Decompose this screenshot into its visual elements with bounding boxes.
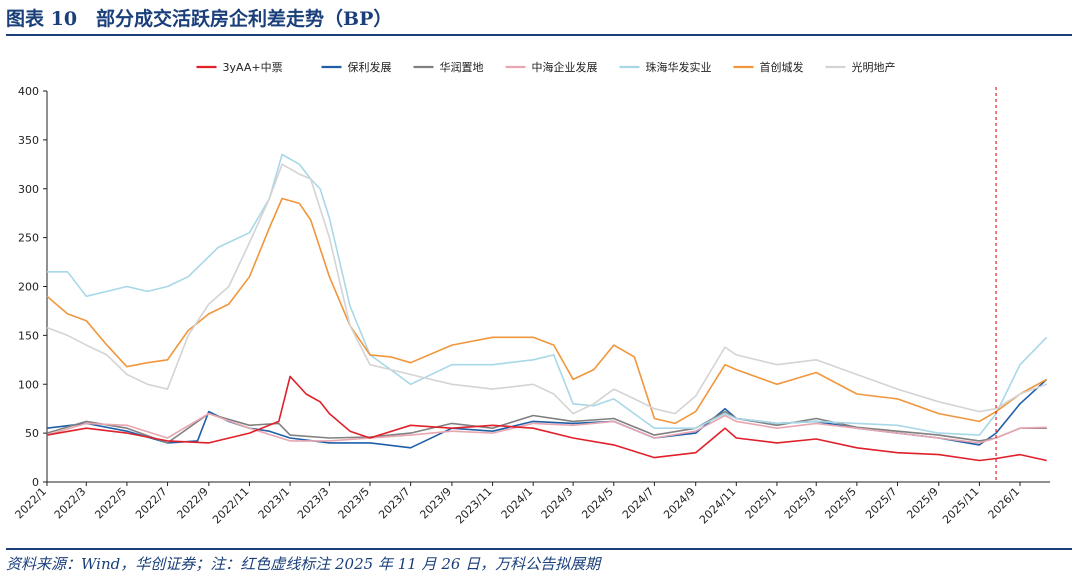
legend-label: 首创城发 <box>760 60 804 74</box>
x-tick-label: 2023/3 <box>295 485 332 522</box>
x-tick-label: 2022/5 <box>92 485 129 522</box>
legend-label: 保利发展 <box>348 60 392 74</box>
chart-legend: 3yAA+中票 保利发展 华润置地 中海企业发展 珠海华发实业 首创城发 光明地产 <box>196 60 896 74</box>
series-line-6 <box>46 197 1048 425</box>
x-tick-label: 2025/11 <box>940 485 982 527</box>
y-tick-label: 300 <box>18 183 39 196</box>
x-tick-label: 2023/9 <box>417 485 454 522</box>
series-line-1 <box>46 375 1047 462</box>
chart-series-lines <box>46 153 1048 462</box>
x-tick-label: 2024/1 <box>499 485 536 522</box>
y-tick-label: 400 <box>18 85 39 98</box>
figure-source-note: 资料来源：Wind，华创证券；注：红色虚线标注 2025 年 11 月 26 日… <box>6 548 1072 576</box>
x-tick-label: 2022/1 <box>13 485 50 522</box>
x-tick-label: 2023/1 <box>256 485 293 522</box>
x-tick-label: 2023/7 <box>376 485 413 522</box>
x-tick-label: 2026/1 <box>986 485 1023 522</box>
series-line-5 <box>47 153 1048 436</box>
y-tick-label: 50 <box>25 427 39 440</box>
y-tick-label: 250 <box>18 232 39 245</box>
x-tick-label: 2024/7 <box>620 485 657 522</box>
legend-label: 光明地产 <box>852 60 896 74</box>
x-tick-label: 2024/9 <box>661 485 698 522</box>
series-line-7 <box>46 163 1047 415</box>
x-tick-label: 2024/11 <box>697 485 739 527</box>
x-tick-label: 2023/11 <box>453 485 495 527</box>
x-tick-label: 2025/3 <box>782 485 819 522</box>
x-tick-label: 2024/5 <box>579 485 616 522</box>
x-tick-label: 2022/7 <box>133 485 170 522</box>
series-line-3 <box>46 410 1047 444</box>
y-tick-label: 150 <box>18 329 39 342</box>
y-tick-label: 0 <box>32 476 39 489</box>
spread-line-chart: 3yAA+中票 保利发展 华润置地 中海企业发展 珠海华发实业 首创城发 光明地产 0 50 1… <box>13 60 1050 526</box>
legend-label: 中海企业发展 <box>532 60 598 74</box>
y-tick-label: 200 <box>18 281 39 294</box>
x-tick-label: 2025/5 <box>822 485 859 522</box>
figure-title: 图表 10 部分成交活跃房企利差走势（BP） <box>6 6 1072 36</box>
x-tick-label: 2025/7 <box>863 485 900 522</box>
x-tick-label: 2025/9 <box>904 485 941 522</box>
y-tick-label: 350 <box>18 134 39 147</box>
legend-label: 华润置地 <box>440 60 484 74</box>
x-tick-label: 2025/1 <box>743 485 780 522</box>
x-tick-label: 2023/5 <box>336 485 373 522</box>
legend-label: 3yAA+中票 <box>223 61 283 74</box>
x-tick-label: 2022/9 <box>174 485 211 522</box>
y-tick-label: 100 <box>18 378 39 391</box>
x-tick-label: 2022/11 <box>210 485 252 527</box>
legend-label: 珠海华发实业 <box>646 60 712 74</box>
x-tick-label: 2022/3 <box>52 485 89 522</box>
series-line-4 <box>46 412 1047 444</box>
x-tick-label: 2024/3 <box>539 485 576 522</box>
